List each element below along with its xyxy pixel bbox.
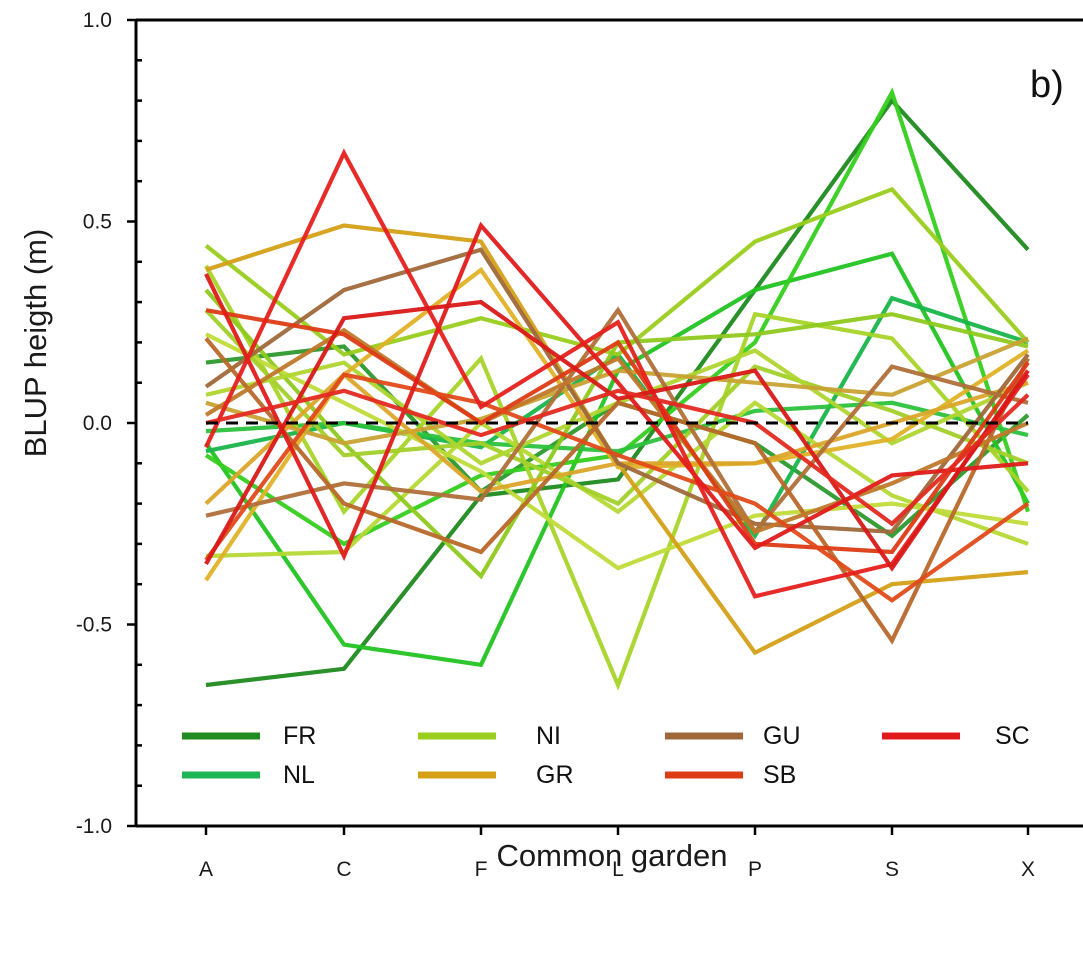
- x-tick-label: C: [336, 858, 351, 881]
- y-tick-labels: 1.0 0.5 0.0 -0.5 -1.0: [76, 9, 112, 838]
- legend: FR NI GU SC NL GR SB: [182, 722, 1030, 789]
- series-line-sc-27: [205, 388, 1030, 527]
- x-tick-label: F: [475, 858, 488, 881]
- legend-label-fr: FR: [283, 722, 316, 750]
- series-line-nl-6: [205, 400, 1029, 454]
- legend-label-gu: GU: [763, 722, 801, 750]
- series-line-sc-26: [204, 299, 1030, 572]
- y-tick-label: 0.0: [83, 412, 112, 435]
- series-line-fr-1: [205, 97, 1030, 688]
- series-line-gr-16: [205, 336, 1029, 446]
- series-line-gu-21: [204, 327, 1029, 535]
- legend-label-sb: SB: [763, 761, 796, 789]
- legend-label-ni: NI: [536, 722, 561, 750]
- y-tick-label: -0.5: [76, 614, 112, 637]
- series-line-sc-25: [204, 148, 1030, 599]
- x-tick-label: L: [612, 858, 624, 881]
- legend-label-sc: SC: [995, 722, 1030, 750]
- series-line-ni-7: [204, 186, 1030, 357]
- y-axis-title: BLUP heigth (m): [18, 229, 53, 458]
- series-line-gu-19: [205, 306, 1029, 536]
- y-tick-label: 1.0: [83, 9, 112, 32]
- series-layer: [204, 87, 1030, 691]
- y-tick-label: -1.0: [76, 815, 112, 838]
- series-line-ni-11: [205, 332, 1029, 571]
- x-tick-label: P: [748, 858, 762, 881]
- x-tick-label: S: [885, 858, 899, 881]
- legend-label-nl: NL: [283, 761, 315, 789]
- series-line-ni-8: [204, 264, 1030, 691]
- legend-label-gr: GR: [536, 761, 574, 789]
- x-axis-title: Common garden: [497, 838, 728, 873]
- axes: [127, 18, 1083, 835]
- panel-label: b): [1030, 64, 1064, 106]
- y-tick-label: 0.5: [83, 211, 112, 234]
- x-tick-label: X: [1021, 858, 1035, 881]
- series-line-sc-24: [204, 221, 1029, 562]
- series-line-sb-22: [205, 308, 1030, 555]
- series-line-ni-12: [204, 308, 1029, 507]
- series-line-sb-23: [204, 372, 1030, 603]
- plot-area: [204, 87, 1030, 691]
- series-line-gu-18: [204, 247, 1030, 534]
- x-tick-label: A: [199, 858, 213, 881]
- series-line-gu-20: [204, 337, 1030, 645]
